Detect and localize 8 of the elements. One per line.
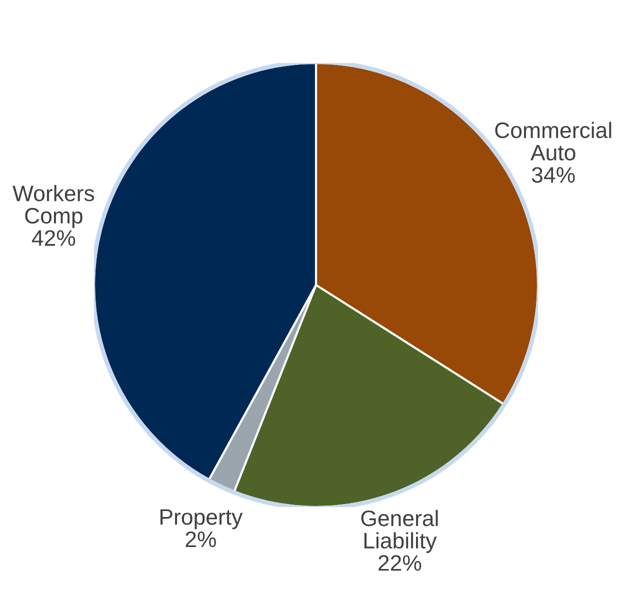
data-label: 22% — [378, 555, 422, 571]
slice-label: General Liability — [361, 510, 438, 553]
data-label: 42% — [32, 230, 76, 246]
slice-label: Property — [160, 509, 243, 530]
data-label: 2% — [186, 531, 216, 548]
slice-label: Commercial Auto — [495, 122, 612, 160]
data-label: 34% — [532, 167, 575, 183]
slice-label: Workers Comp — [12, 184, 94, 228]
